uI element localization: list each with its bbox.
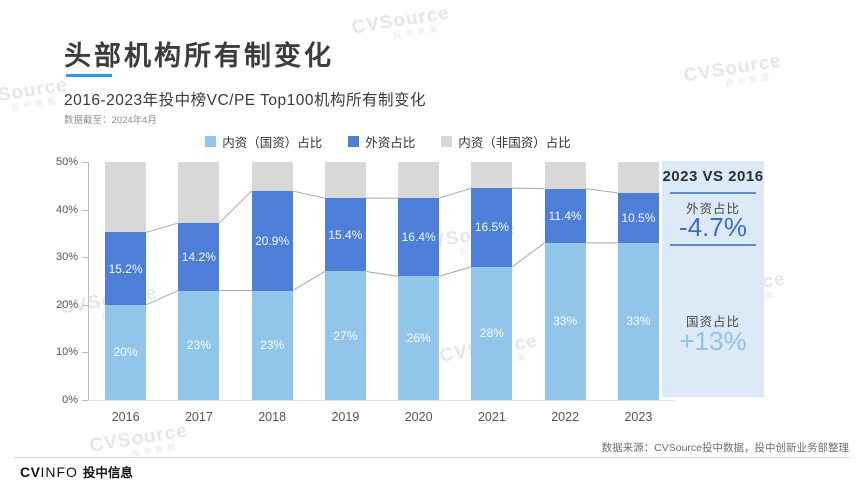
bar-segment-state-owned: [617, 242, 659, 400]
bar-segment-foreign: [324, 198, 366, 272]
bar-segment-state-owned: [544, 242, 586, 400]
comparison-panel: 2023 VS 2016 外资占比 -4.7% 国资占比 +13%: [662, 161, 764, 397]
cvinfo-logo: CV INFO 投中信息: [20, 462, 133, 481]
x-axis-tick-label: 2020: [404, 410, 433, 424]
bar-segment-domestic-private: [471, 162, 513, 189]
x-axis-tick-label: 2021: [477, 410, 506, 424]
bar-segment-domestic-private: [544, 162, 586, 189]
bar-segment-domestic-private: [105, 162, 147, 233]
y-axis-tick-mark: [82, 400, 88, 401]
chart-subtitle: 2016-2023年投中榜VC/PE Top100机构所有制变化: [64, 92, 427, 109]
comparison-title: 2023 VS 2016: [662, 168, 764, 185]
bar-segment-foreign: [251, 191, 293, 291]
foreign-value-label: 16.4%: [401, 230, 436, 245]
state-owned-value-label: 26%: [406, 331, 431, 346]
state-owned-value-label: 28%: [479, 326, 504, 341]
state-owned-value-label: 33%: [553, 314, 578, 329]
bar-segment-foreign: [544, 188, 586, 243]
state-owned-value-label: 27%: [333, 328, 358, 343]
footer-divider: [14, 457, 851, 458]
legend-item-domestic-private: 内资（非国资）占比: [441, 132, 571, 151]
data-source-note: 数据来源：CVSource投中数据，投中创新业务部整理: [601, 442, 849, 454]
legend-label: 内资（国资）占比: [222, 136, 323, 150]
bar-segment-state-owned: [251, 290, 293, 400]
bar-segment-foreign: [398, 198, 440, 277]
logo-cv: CV: [20, 464, 41, 480]
state-share-change: +13%: [679, 326, 747, 356]
foreign-value-label: 10.5%: [621, 210, 656, 225]
page-title: 头部机构所有制变化: [64, 41, 334, 71]
y-axis-tick-label: 40%: [55, 203, 78, 216]
y-axis-tick-label: 20%: [55, 298, 78, 311]
bar-segment-state-owned: [324, 271, 366, 400]
state-owned-value-label: 20%: [113, 345, 138, 360]
bar-segment-domestic-private: [324, 162, 366, 199]
bar-segment-domestic-private: [251, 162, 293, 192]
x-axis-tick-label: 2017: [184, 410, 213, 424]
bar-segment-foreign: [105, 232, 147, 305]
state-owned-value-label: 23%: [260, 338, 285, 353]
legend-swatch-icon: [348, 136, 360, 147]
bar-segment-foreign: [178, 222, 220, 291]
stacked-bar-chart: 20% 15.2% 2016 23% 14.2% 2017 23% 20.9% 2018 27% 1…: [88, 162, 675, 424]
legend-label: 外资占比: [365, 136, 416, 150]
bar-segment-foreign: [617, 192, 659, 243]
title-underline: [66, 74, 112, 77]
legend-item-foreign: 外资占比: [348, 132, 415, 151]
bar-segment-state-owned: [471, 266, 513, 400]
legend-swatch-icon: [205, 136, 217, 147]
legend-swatch-icon: [441, 136, 453, 147]
legend-label: 内资（非国资）占比: [458, 136, 571, 150]
y-axis-tick-mark: [82, 209, 88, 211]
x-axis-tick-label: 2022: [551, 410, 580, 424]
state-share-label: 国资占比: [685, 315, 740, 329]
bar-segment-state-owned: [398, 276, 440, 400]
foreign-value-label: 16.5%: [474, 220, 509, 235]
y-axis-tick-mark: [82, 257, 88, 259]
panel-divider: [670, 192, 756, 194]
foreign-share-label: 外资占比: [685, 202, 740, 216]
logo-cn: 投中信息: [82, 466, 133, 480]
foreign-value-label: 15.4%: [328, 227, 363, 242]
bar-segment-domestic-private: [398, 162, 440, 199]
state-owned-value-label: 33%: [626, 314, 651, 329]
foreign-share-change: -4.7%: [679, 212, 747, 242]
bar-segment-state-owned: [178, 290, 220, 400]
x-axis-tick-label: 2018: [258, 410, 287, 424]
bar-segment-domestic-private: [617, 162, 659, 193]
state-owned-value-label: 23%: [186, 338, 211, 353]
bar-segment-state-owned: [105, 304, 147, 400]
y-axis-tick-mark: [82, 304, 88, 306]
y-axis: 0% 10% 20% 30% 40% 50%: [0, 156, 88, 406]
bar-segment-domestic-private: [178, 162, 220, 223]
data-cutoff-note: 数据截至：2024年4月: [64, 115, 157, 126]
legend-item-state-owned: 内资（国资）占比: [205, 132, 322, 151]
foreign-value-label: 11.4%: [548, 208, 582, 223]
y-axis-tick-label: 0%: [62, 394, 78, 406]
foreign-value-label: 14.2%: [181, 249, 216, 264]
x-axis-tick-label: 2023: [624, 410, 653, 424]
foreign-value-label: 20.9%: [255, 233, 290, 248]
chart-legend: 内资（国资）占比 外资占比 内资（非国资）占比: [88, 132, 688, 151]
bar-segment-foreign: [471, 188, 513, 267]
foreign-value-label: 15.2%: [108, 261, 143, 276]
x-axis-tick-label: 2019: [331, 410, 360, 424]
x-axis-line: [89, 400, 675, 401]
y-axis-tick-label: 30%: [55, 251, 78, 264]
panel-divider: [670, 244, 756, 246]
y-axis-tick-mark: [82, 352, 88, 354]
x-axis-tick-label: 2016: [111, 410, 140, 424]
y-axis-tick-mark: [82, 162, 88, 163]
y-axis-tick-label: 10%: [55, 346, 78, 359]
segment-connector-lines: [145, 187, 618, 306]
logo-info: INFO: [40, 464, 78, 480]
y-axis-tick-label: 50%: [55, 156, 78, 168]
